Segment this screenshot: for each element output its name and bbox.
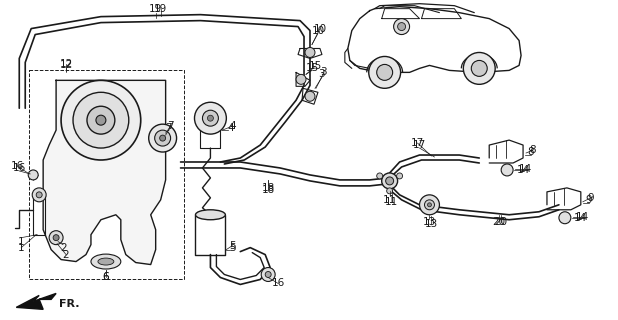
Circle shape <box>382 173 397 189</box>
Circle shape <box>377 173 383 179</box>
Text: 12: 12 <box>59 60 73 70</box>
Circle shape <box>87 106 115 134</box>
Text: 3: 3 <box>319 69 325 79</box>
Text: 14: 14 <box>576 212 590 222</box>
Circle shape <box>420 195 439 215</box>
Text: 15: 15 <box>305 63 319 73</box>
Polygon shape <box>43 80 166 265</box>
Text: 9: 9 <box>588 193 594 203</box>
Text: 9: 9 <box>585 195 592 205</box>
Text: 16: 16 <box>11 161 24 171</box>
Text: 1: 1 <box>18 237 25 247</box>
Polygon shape <box>16 293 56 309</box>
Text: 11: 11 <box>383 195 396 205</box>
Text: 18: 18 <box>261 185 275 195</box>
Text: 13: 13 <box>425 219 438 229</box>
Circle shape <box>305 91 315 101</box>
Circle shape <box>159 135 166 141</box>
Text: 7: 7 <box>167 121 174 131</box>
Circle shape <box>559 212 571 224</box>
Text: 8: 8 <box>528 147 535 157</box>
Circle shape <box>377 64 392 80</box>
Text: FR.: FR. <box>59 300 80 309</box>
Circle shape <box>154 130 171 146</box>
Circle shape <box>464 52 495 84</box>
Text: 4: 4 <box>229 121 235 131</box>
Bar <box>29 70 184 279</box>
Circle shape <box>397 23 405 31</box>
Text: 18: 18 <box>261 183 275 193</box>
Circle shape <box>195 102 226 134</box>
Text: 19: 19 <box>154 4 167 14</box>
Text: 8: 8 <box>530 145 536 155</box>
Text: 6: 6 <box>103 273 109 283</box>
Text: 14: 14 <box>517 165 530 175</box>
Circle shape <box>387 188 392 194</box>
Text: 12: 12 <box>59 60 73 69</box>
Text: 2: 2 <box>63 250 69 260</box>
Text: 2: 2 <box>60 243 66 252</box>
Text: 4: 4 <box>227 123 234 133</box>
Text: 5: 5 <box>229 241 235 251</box>
Circle shape <box>265 271 271 277</box>
Text: 15: 15 <box>308 61 321 71</box>
Text: 7: 7 <box>165 123 172 133</box>
Circle shape <box>208 115 213 121</box>
Circle shape <box>53 235 59 241</box>
Circle shape <box>296 74 306 84</box>
Circle shape <box>49 231 63 244</box>
Circle shape <box>73 92 129 148</box>
Text: 10: 10 <box>311 26 324 36</box>
Text: 19: 19 <box>149 4 163 14</box>
Circle shape <box>501 164 513 176</box>
Text: 16: 16 <box>271 278 285 288</box>
Circle shape <box>428 203 431 207</box>
Text: 17: 17 <box>411 138 424 148</box>
Circle shape <box>61 80 141 160</box>
Text: 11: 11 <box>385 197 398 207</box>
Ellipse shape <box>91 254 121 269</box>
Text: 6: 6 <box>103 273 109 283</box>
Circle shape <box>36 192 42 198</box>
Circle shape <box>149 124 177 152</box>
Text: 3: 3 <box>321 68 328 77</box>
Circle shape <box>96 115 106 125</box>
Ellipse shape <box>195 210 226 220</box>
Text: 16: 16 <box>12 163 26 173</box>
Circle shape <box>203 110 218 126</box>
Text: 13: 13 <box>423 217 436 227</box>
Circle shape <box>425 200 434 210</box>
Circle shape <box>397 173 402 179</box>
Text: 20: 20 <box>494 217 508 227</box>
Text: 10: 10 <box>313 24 326 34</box>
Circle shape <box>261 268 275 282</box>
Circle shape <box>472 60 487 76</box>
Text: 1: 1 <box>18 243 25 252</box>
Text: 17: 17 <box>413 140 426 150</box>
Ellipse shape <box>98 258 114 265</box>
Text: 14: 14 <box>574 213 588 223</box>
Text: 14: 14 <box>519 164 531 174</box>
Circle shape <box>32 188 46 202</box>
Circle shape <box>386 177 394 185</box>
Circle shape <box>369 56 400 88</box>
Circle shape <box>28 170 38 180</box>
Circle shape <box>394 19 410 35</box>
Circle shape <box>305 47 315 58</box>
Text: 5: 5 <box>229 243 235 252</box>
Text: 20: 20 <box>493 217 506 227</box>
